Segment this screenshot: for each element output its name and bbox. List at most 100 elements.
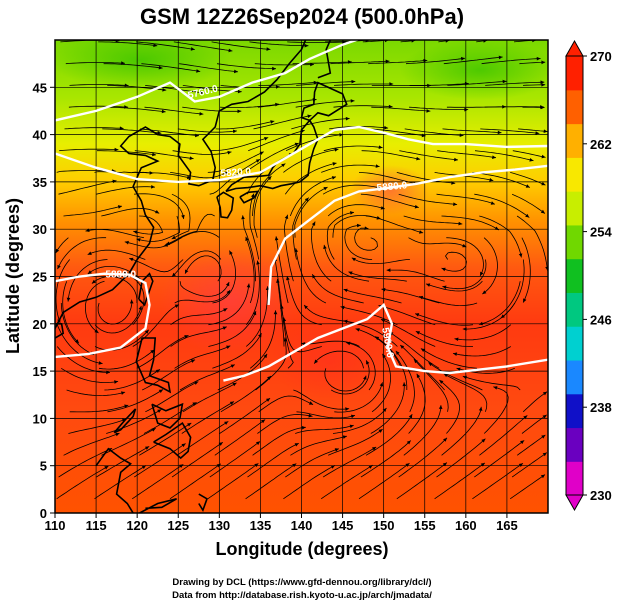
streamline — [348, 271, 407, 282]
wind-arrowhead — [222, 326, 227, 330]
coastline — [95, 447, 134, 513]
streamline — [516, 215, 548, 271]
streamline — [145, 85, 204, 94]
streamline — [418, 296, 478, 307]
y-tick-label: 20 — [33, 317, 47, 332]
wind-arrowhead — [196, 69, 201, 73]
streamline — [58, 180, 117, 195]
streamline — [462, 375, 521, 391]
streamline — [133, 443, 186, 478]
wind-arrowhead — [453, 202, 458, 206]
wind-arrowhead — [541, 82, 546, 87]
streamline — [327, 204, 385, 217]
streamline — [293, 389, 350, 410]
wind-arrowhead — [520, 440, 525, 445]
streamline — [247, 442, 299, 478]
wind-arrowhead — [266, 47, 271, 51]
wind-arrowhead — [114, 380, 119, 384]
wind-arrowhead — [351, 257, 356, 262]
streamline — [485, 81, 545, 86]
wind-arrowhead — [273, 310, 278, 315]
streamline — [139, 422, 192, 456]
height-contour — [267, 164, 548, 305]
wind-arrowhead — [154, 209, 160, 214]
streamline — [511, 452, 548, 478]
streamline — [85, 228, 144, 239]
wind-arrowhead — [529, 158, 534, 162]
wind-arrowhead — [223, 171, 229, 176]
y-tick-label: 15 — [33, 364, 47, 379]
streamline — [355, 328, 402, 369]
wind-arrowhead — [419, 230, 424, 234]
streamline — [104, 368, 161, 391]
wind-arrowhead — [415, 313, 420, 317]
streamline — [326, 211, 355, 260]
wind-arrowhead — [104, 465, 109, 470]
wind-arrowhead — [94, 329, 99, 333]
wind-arrowhead — [158, 65, 163, 70]
streamline — [311, 274, 364, 304]
streamline — [447, 80, 507, 86]
streamline — [409, 83, 469, 86]
wind-arrowhead — [542, 391, 548, 396]
wind-arrowhead — [106, 370, 110, 375]
wind-arrowhead — [256, 441, 261, 446]
streamline — [388, 331, 440, 369]
wind-arrowhead — [356, 223, 361, 228]
streamline — [56, 465, 109, 500]
streamline — [245, 236, 255, 304]
colorbar-frame — [565, 55, 584, 496]
streamline — [171, 250, 222, 277]
coastline — [239, 190, 260, 204]
streamline — [171, 193, 191, 240]
wind-arrowhead — [136, 238, 141, 242]
streamline — [398, 193, 458, 205]
wind-arrowhead — [141, 465, 147, 469]
wind-arrowhead — [416, 373, 421, 378]
wind-arrowhead — [286, 276, 290, 281]
wind-arrowhead — [350, 414, 356, 419]
streamline — [64, 127, 124, 130]
x-tick-label: 145 — [332, 518, 354, 533]
streamline — [511, 193, 546, 214]
contour-label: 5880.0 — [376, 180, 408, 194]
streamline — [96, 446, 150, 478]
streamline — [283, 214, 294, 282]
wind-arrowhead — [133, 230, 138, 234]
streamline — [107, 389, 164, 413]
streamline — [55, 259, 71, 324]
streamline — [405, 57, 465, 65]
streamline — [381, 288, 440, 304]
streamline — [409, 106, 469, 110]
streamline — [287, 41, 347, 43]
streamline — [101, 207, 160, 217]
wind-arrowhead — [301, 425, 306, 430]
streamline — [177, 128, 237, 133]
streamline — [443, 373, 488, 412]
wind-arrowhead — [498, 55, 503, 60]
wind-arrowhead — [218, 442, 223, 446]
streamline — [295, 248, 327, 304]
wind-arrowhead — [518, 463, 523, 467]
streamline — [258, 395, 314, 413]
wind-arrowhead — [161, 109, 166, 114]
wind-arrowhead — [294, 248, 299, 253]
wind-arrowhead — [345, 116, 350, 121]
streamline — [479, 415, 528, 456]
wind-arrowhead — [464, 107, 469, 112]
wind-arrowhead — [74, 339, 79, 344]
wind-arrowhead — [55, 248, 60, 253]
streamline — [174, 289, 231, 304]
wind-arrowhead — [493, 386, 498, 390]
wind-arrowhead — [227, 150, 232, 155]
wind-arrowhead — [478, 406, 483, 411]
wind-arrowhead — [252, 311, 257, 316]
wind-arrowhead — [199, 90, 204, 95]
streamline — [323, 244, 370, 282]
wind-arrowhead — [87, 251, 92, 255]
streamline — [320, 464, 373, 500]
wind-arrowhead — [458, 221, 463, 226]
y-tick-label: 35 — [33, 175, 47, 190]
wind-arrowhead — [192, 402, 197, 406]
